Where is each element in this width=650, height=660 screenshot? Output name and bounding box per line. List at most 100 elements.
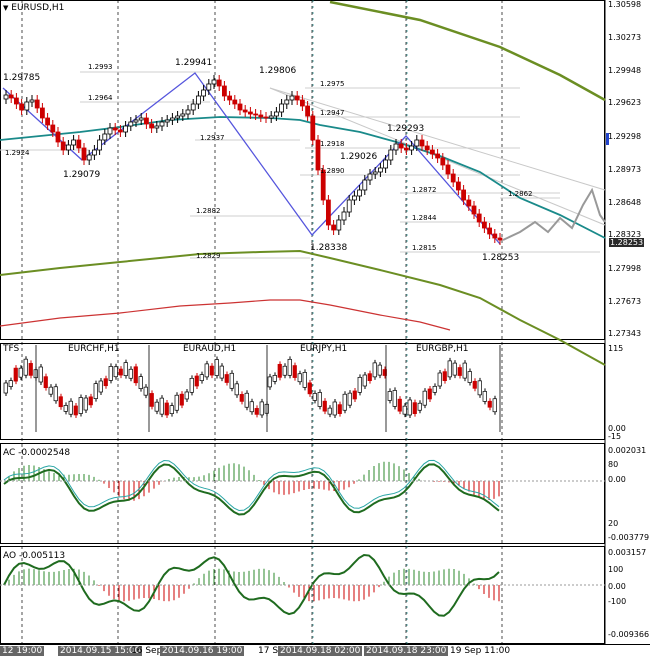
price-candle: [409, 145, 415, 151]
price-tick: 1.29948: [608, 66, 642, 75]
tfs-candle: [347, 392, 352, 406]
fib-level-label: 1.2872: [412, 186, 437, 194]
tfs-candle: [199, 374, 204, 382]
price-candle: [424, 145, 430, 151]
fib-level-label: 1.2882: [196, 207, 221, 215]
price-candle: [362, 179, 368, 191]
price-candle: [133, 119, 139, 123]
price-candle: [216, 79, 222, 87]
price-candle: [34, 99, 40, 109]
tfs-candle: [249, 401, 254, 413]
price-candle: [268, 115, 274, 119]
ac-indicator-label: AC -0.0002548: [3, 448, 71, 458]
tfs-candle: [38, 366, 43, 383]
price-candle: [476, 213, 482, 223]
time-axis-tick: 19 Sep 11:00: [450, 646, 511, 656]
pivot-label: 1.29806: [259, 66, 297, 76]
price-candle: [445, 164, 451, 175]
tfs-candle: [322, 400, 327, 412]
upper-envelope-line: [329, 0, 606, 102]
tfs-pair-label: EURGBP,H1: [416, 344, 469, 354]
tfs-candle: [214, 359, 219, 376]
price-candle: [372, 171, 378, 175]
price-candle: [299, 99, 305, 107]
tfs-candle: [113, 366, 118, 378]
price-candle: [279, 103, 285, 113]
tfs-candle: [143, 386, 148, 396]
tfs-candle: [254, 408, 259, 415]
price-candle: [195, 95, 201, 105]
tfs-candle: [282, 365, 287, 376]
price-candle: [466, 199, 472, 207]
tfs-candle: [287, 358, 292, 376]
tfs-candle: [477, 380, 482, 396]
price-candle: [419, 139, 425, 147]
ac-signal-line: [3, 463, 500, 516]
price-candle: [351, 195, 357, 201]
price-candle: [253, 113, 259, 116]
tfs-candle: [272, 375, 277, 382]
price-candle: [341, 211, 347, 221]
tfs-candle: [482, 391, 487, 402]
tfs-candle: [352, 390, 357, 400]
price-candle: [60, 141, 66, 151]
tfs-candle: [138, 376, 143, 389]
price-candle: [273, 111, 279, 117]
tfs-candle: [467, 371, 472, 383]
fib-level-label: 1.2844: [412, 214, 437, 222]
price-candle: [175, 115, 181, 119]
price-candle: [388, 149, 394, 161]
tfs-candle: [18, 367, 23, 378]
price-tick: 1.27673: [608, 297, 642, 306]
price-candle: [154, 125, 160, 129]
tfs-candle: [239, 394, 244, 402]
tfs-candle: [209, 365, 214, 376]
pivot-label: 1.29079: [63, 170, 101, 180]
price-candle: [346, 199, 352, 213]
tfs-candle: [58, 396, 63, 408]
price-candle: [107, 127, 113, 135]
price-tick: 1.30273: [608, 33, 642, 42]
price-candle: [398, 143, 404, 149]
tfs-candle: [357, 376, 362, 393]
ac-fast-line: [3, 459, 500, 511]
ac-axis-tick: 80: [608, 460, 619, 469]
moving-average-line: [0, 116, 606, 239]
ac-pane: [0, 443, 605, 544]
fib-level-label: 1.2829: [196, 252, 221, 260]
tfs-candle: [397, 398, 402, 412]
price-candle: [450, 173, 456, 183]
tfs-candle: [23, 358, 28, 376]
tfs-candle: [267, 376, 272, 388]
price-candle: [40, 107, 45, 119]
tfs-candle: [382, 369, 387, 376]
price-candle: [294, 95, 300, 101]
price-candle: [289, 95, 295, 101]
pivot-label: 1.29293: [387, 124, 425, 134]
price-candle: [13, 97, 19, 105]
price-candle: [66, 144, 71, 151]
price-candle: [336, 219, 342, 231]
current-price-tag: 1.28253: [609, 238, 645, 247]
tfs-candle: [48, 386, 53, 395]
price-candle: [377, 167, 383, 173]
price-candle: [149, 123, 155, 129]
ac-axis-tick: 20: [608, 519, 619, 528]
price-candle: [481, 221, 487, 229]
tfs-candle: [159, 397, 164, 415]
price-candle: [190, 103, 196, 111]
fib-level-label: 1.2815: [412, 244, 437, 252]
tfs-candle: [154, 401, 159, 412]
price-candle: [367, 173, 373, 181]
tfs-axis-tick: 115: [608, 344, 624, 353]
tfs-pair-label: EURCHF,H1: [68, 344, 120, 354]
dropdown-triangle-icon[interactable]: ▼: [3, 4, 9, 12]
tfs-candle: [312, 393, 317, 401]
price-candle: [201, 89, 207, 97]
price-candle: [86, 154, 92, 161]
fib-level-label: 1.2975: [320, 80, 345, 88]
ac-axis-tick: -0.003779: [608, 533, 650, 542]
symbol-label: EURUSD,H1: [11, 3, 65, 13]
